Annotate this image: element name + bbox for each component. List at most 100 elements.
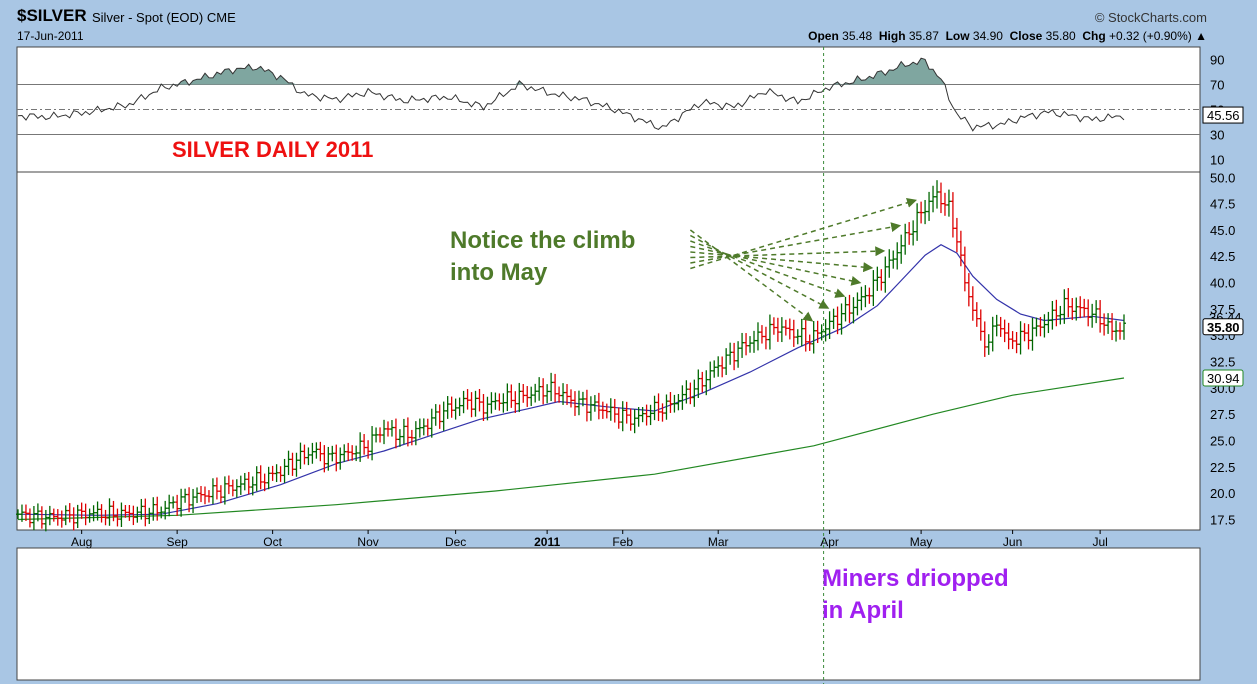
price-bar	[27, 508, 32, 528]
price-bar	[1106, 313, 1111, 334]
price-bar	[163, 500, 168, 520]
price-bar	[286, 450, 291, 476]
price-bar	[716, 356, 721, 377]
price-bar	[171, 496, 176, 509]
price-bar	[815, 320, 820, 344]
price-bar	[1038, 316, 1043, 337]
price-bar	[131, 505, 136, 526]
price-bar	[712, 360, 717, 378]
price-bar	[931, 185, 936, 213]
price-bar	[549, 372, 554, 402]
price-bar	[457, 397, 462, 416]
price-bar	[417, 418, 422, 438]
price-bar	[1034, 317, 1039, 337]
price-bar	[1014, 332, 1019, 354]
price-bar	[795, 329, 800, 345]
price-bar	[513, 391, 518, 413]
price-bar	[588, 396, 593, 421]
notice-annotation-line2: into May	[450, 259, 548, 286]
price-bar	[266, 466, 271, 490]
price-bar	[1066, 288, 1071, 318]
miners-annotation-line1: Miners driopped	[822, 565, 1009, 592]
price-bar	[962, 246, 967, 292]
price-bar	[787, 318, 792, 340]
price-bar	[696, 369, 701, 399]
price-bar	[871, 270, 876, 306]
price-bar	[1070, 298, 1075, 321]
price-bar	[1006, 322, 1011, 350]
price-bar	[429, 408, 434, 438]
price-bar	[191, 488, 196, 514]
price-bar	[875, 266, 880, 291]
price-bar	[927, 191, 932, 221]
price-bar	[767, 314, 772, 350]
price-bar	[1074, 297, 1079, 321]
x-tick-label: Sep	[166, 535, 188, 549]
price-bar	[1086, 299, 1091, 327]
x-tick-label: Nov	[357, 535, 378, 549]
price-bar	[469, 392, 474, 418]
price-bar	[990, 316, 995, 352]
price-bar	[672, 394, 677, 413]
price-bar	[664, 394, 669, 420]
price-bar	[946, 189, 951, 217]
price-bar	[652, 395, 657, 421]
price-bar	[748, 336, 753, 353]
price-bar	[763, 326, 768, 350]
price-bar	[43, 509, 48, 532]
price-bar	[342, 444, 347, 462]
price-bar	[425, 418, 430, 436]
price-bar	[107, 498, 112, 526]
price-bar	[895, 242, 900, 270]
price-bar	[843, 296, 848, 322]
x-tick-label: Aug	[71, 535, 92, 549]
price-bar	[1046, 311, 1051, 334]
rsi-last-value-label: 45.56	[1207, 108, 1240, 123]
price-bar	[1002, 319, 1007, 343]
price-bar	[759, 325, 764, 344]
price-bar	[405, 417, 410, 447]
high-value: 35.87	[908, 29, 939, 43]
price-bar	[851, 297, 856, 324]
price-bar	[378, 427, 383, 443]
price-bar	[998, 316, 1003, 337]
price-bar	[270, 465, 275, 481]
brand-label: © StockCharts.com	[1094, 10, 1207, 25]
rsi-tick-label: 70	[1210, 78, 1224, 93]
price-bar	[1078, 296, 1083, 319]
price-bar	[752, 330, 757, 353]
price-bar	[103, 509, 108, 526]
price-bar	[950, 192, 955, 238]
price-bar	[151, 497, 156, 521]
price-bar	[306, 447, 311, 466]
price-bar	[143, 498, 148, 527]
price-bar	[668, 392, 673, 413]
price-bar	[799, 318, 804, 347]
price-bar	[183, 488, 188, 503]
price-bar	[16, 509, 20, 520]
price-bar	[445, 396, 450, 419]
price-bar	[915, 203, 920, 241]
price-bar	[584, 389, 589, 422]
price-bar	[63, 505, 68, 526]
price-bar	[358, 432, 363, 462]
x-tick-label: Feb	[612, 535, 633, 549]
ma200-last-box	[1202, 369, 1244, 387]
price-tick-label: 17.5	[1210, 512, 1235, 527]
price-bar	[1098, 300, 1103, 333]
price-bar	[35, 503, 40, 522]
price-bar	[421, 418, 426, 436]
price-bar	[537, 377, 542, 401]
miners-annotation-line2: in April	[822, 597, 904, 624]
price-bar	[632, 409, 637, 434]
price-bar	[600, 401, 605, 419]
price-bar	[139, 498, 144, 520]
price-bar	[680, 385, 685, 410]
price-bar	[580, 391, 585, 407]
price-bar	[1118, 322, 1123, 340]
price-bar	[1042, 314, 1047, 338]
high-label: High	[878, 29, 906, 43]
price-bar	[127, 505, 132, 521]
x-tick-label: 2011	[534, 535, 560, 549]
price-bar	[91, 505, 96, 522]
